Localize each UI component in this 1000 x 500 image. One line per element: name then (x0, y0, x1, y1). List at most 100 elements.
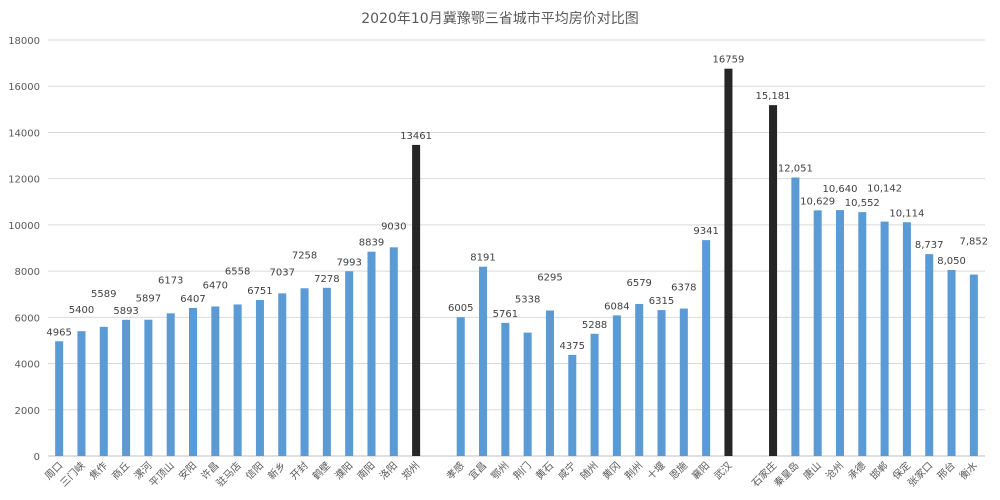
data-label: 7258 (292, 250, 317, 261)
x-tick-label: 十堰 (644, 459, 667, 482)
data-label: 4375 (560, 341, 585, 352)
x-tick-label: 荆州 (622, 459, 645, 482)
bar (590, 333, 599, 456)
y-tick-label: 4000 (15, 360, 40, 371)
x-tick-label: 驻马店 (213, 459, 243, 489)
x-tick-label: 恩施 (667, 459, 690, 482)
data-label: 8,737 (915, 240, 944, 251)
bar (412, 144, 421, 456)
y-tick-label: 2000 (15, 406, 40, 417)
bar (389, 247, 398, 456)
bar (255, 299, 264, 456)
data-label: 5338 (515, 295, 540, 306)
x-tick-label: 南阳 (354, 459, 377, 482)
data-label: 5589 (91, 289, 116, 300)
x-tick-label: 邢台 (934, 459, 957, 482)
data-label: 9030 (381, 221, 406, 232)
x-tick-label: 信阳 (243, 460, 266, 483)
data-label: 9341 (693, 226, 718, 237)
bar (947, 269, 956, 456)
data-label: 6315 (649, 296, 674, 307)
x-tick-label: 秦皇岛 (771, 459, 801, 489)
data-label: 12,051 (778, 163, 813, 174)
data-label: 8191 (470, 253, 495, 264)
data-label: 6173 (158, 275, 183, 286)
bar (99, 326, 108, 456)
x-tick-label: 焦作 (87, 459, 110, 482)
bar (635, 303, 644, 456)
data-label: 8,050 (937, 256, 966, 267)
bar (166, 313, 175, 456)
data-label: 15,181 (756, 91, 791, 102)
bar (367, 251, 376, 456)
y-tick-label: 16000 (8, 82, 40, 93)
bar (545, 310, 554, 456)
bar (501, 322, 510, 456)
data-label: 5761 (493, 309, 518, 320)
bar (835, 210, 845, 456)
x-tick-label: 咸宁 (555, 459, 578, 482)
data-label: 10,640 (822, 184, 857, 195)
x-tick-label: 宜昌 (466, 459, 489, 482)
x-tick-label: 平顶山 (147, 460, 177, 490)
x-tick-label: 唐山 (800, 459, 823, 482)
y-tick-label: 14000 (8, 128, 40, 139)
bar (769, 105, 778, 457)
bar (858, 212, 867, 456)
bar (55, 341, 64, 456)
bar (322, 287, 331, 456)
data-label: 6295 (537, 273, 562, 284)
bar (77, 331, 86, 456)
data-label: 6407 (180, 294, 205, 305)
data-label: 5288 (582, 320, 607, 331)
data-label: 5893 (113, 306, 138, 317)
x-tick-label: 鹤壁 (310, 459, 333, 482)
x-tick-label: 商丘 (109, 459, 132, 482)
bar (724, 68, 733, 457)
x-tick-label: 张家口 (905, 459, 935, 489)
x-tick-label: 武汉 (711, 459, 734, 482)
bar (925, 254, 934, 456)
bar (144, 319, 153, 456)
bar (813, 210, 822, 456)
data-label: 4965 (46, 327, 71, 338)
bar (702, 240, 711, 456)
bar (902, 222, 911, 456)
y-tick-label: 0 (34, 452, 40, 463)
bar (523, 332, 532, 456)
data-label: 6084 (604, 301, 629, 312)
x-tick-label: 黄石 (533, 459, 556, 482)
bar (791, 177, 800, 456)
bar (657, 310, 666, 456)
y-tick-label: 8000 (15, 267, 40, 278)
bar (456, 317, 465, 456)
bar (300, 288, 309, 456)
chart-title: 2020年10月冀豫鄂三省城市平均房价对比图 (361, 11, 639, 27)
data-label: 7278 (314, 274, 339, 285)
data-label: 16759 (713, 55, 745, 66)
x-tick-label: 荆门 (510, 459, 533, 482)
bar (278, 293, 287, 456)
data-label: 5400 (69, 305, 94, 316)
x-tick-label: 衡水 (957, 460, 980, 483)
data-label: 6378 (671, 283, 696, 294)
data-label: 6470 (203, 280, 228, 291)
bar (122, 319, 131, 456)
bar (188, 307, 198, 456)
x-tick-label: 洛阳 (377, 459, 400, 482)
x-tick-label: 沧州 (823, 459, 846, 482)
data-label: 6579 (626, 278, 651, 289)
x-tick-label: 襄阳 (689, 459, 712, 482)
data-label: 7993 (336, 257, 361, 268)
y-tick-label: 12000 (8, 175, 40, 186)
bar (479, 266, 488, 456)
x-tick-label: 郑州 (399, 459, 422, 482)
data-label: 6005 (448, 303, 473, 314)
x-tick-label: 孝感 (444, 459, 467, 482)
y-tick-label: 10000 (8, 221, 40, 232)
data-label: 6751 (247, 286, 272, 297)
bar (345, 271, 354, 456)
x-tick-label: 开封 (287, 459, 310, 482)
